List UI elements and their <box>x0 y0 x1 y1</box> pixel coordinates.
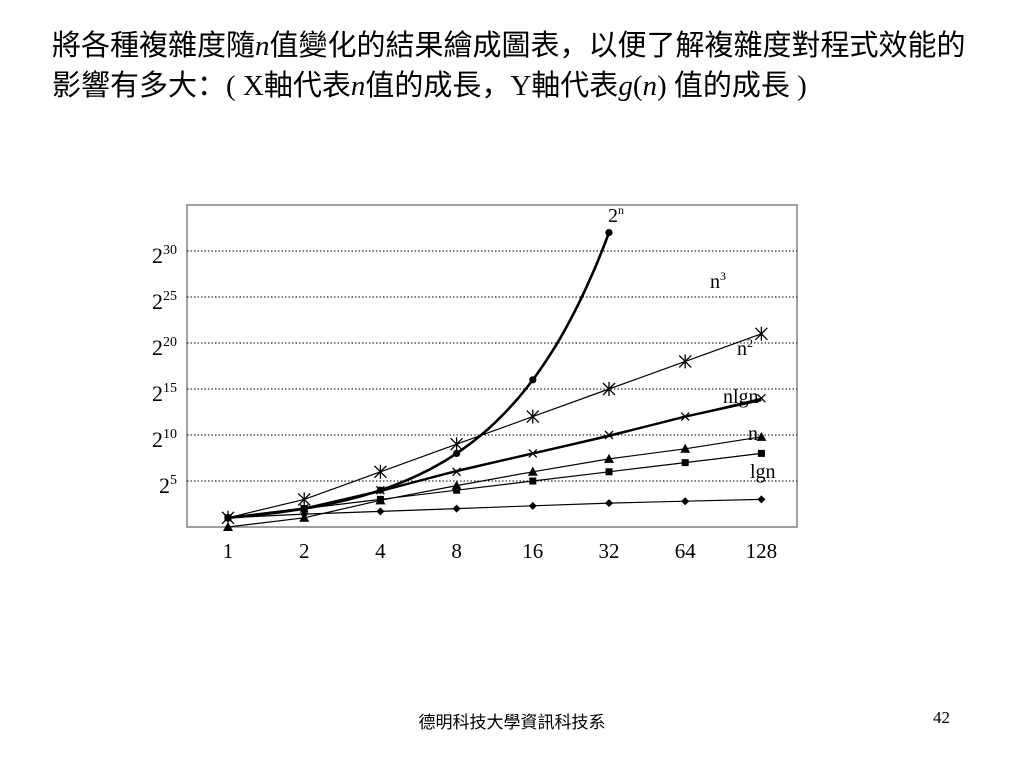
data-point <box>297 492 311 507</box>
data-point <box>300 505 308 513</box>
plot-area <box>186 204 798 528</box>
data-point <box>604 453 614 463</box>
footer-institution: 德明科技大學資訊科技系 <box>418 713 606 732</box>
series-label: n <box>748 423 758 445</box>
title-part: 值變化的結果繪成圖表，以便了解複雜度對程式效能的影響有多大：( X軸代表 <box>52 30 966 102</box>
data-point <box>526 409 540 424</box>
x-tick-label: 4 <box>375 539 386 563</box>
series-label: nlgn <box>723 386 759 408</box>
data-point <box>757 449 765 457</box>
y-tick-label: 230 <box>152 243 177 268</box>
data-point <box>453 449 461 457</box>
page-number: 42 <box>933 708 950 727</box>
series-label: n3 <box>710 269 726 293</box>
data-point <box>453 486 461 494</box>
y-tick-label: 215 <box>152 381 177 406</box>
title-part: 值的成長，Y軸代表 <box>365 70 619 102</box>
data-point <box>376 507 385 516</box>
data-point <box>605 499 613 508</box>
series-line <box>227 452 762 519</box>
data-point <box>450 437 464 452</box>
x-tick-label: 2 <box>299 539 310 563</box>
data-point <box>373 464 387 479</box>
data-point <box>529 477 537 485</box>
slide-title: 將各種複雜度隨n值變化的結果繪成圖表，以便了解複雜度對程式效能的影響有多大：( … <box>52 26 972 106</box>
series-line <box>227 333 762 519</box>
data-point <box>529 376 537 384</box>
x-tick-label: 128 <box>746 539 778 563</box>
y-tick-label: 225 <box>152 289 177 314</box>
data-point <box>300 510 309 519</box>
x-tick-label: 64 <box>675 539 697 563</box>
data-point <box>757 495 766 504</box>
data-point <box>681 497 690 506</box>
y-tick-label: 25 <box>159 473 177 498</box>
title-part: ) 值的成長 ) <box>656 70 807 102</box>
data-point <box>376 495 384 503</box>
title-part: n <box>255 30 270 62</box>
series-line <box>227 436 762 528</box>
series-label: 2n <box>608 203 624 227</box>
data-point <box>605 229 613 237</box>
x-tick-label: 16 <box>522 539 543 563</box>
data-point <box>680 443 691 453</box>
title-part: n <box>642 70 657 102</box>
data-point <box>754 326 768 341</box>
x-tick-label: 32 <box>599 539 620 563</box>
y-tick-label: 210 <box>152 427 177 452</box>
x-tick-label: 8 <box>451 539 462 563</box>
data-point <box>224 513 232 522</box>
title-part: ( <box>632 70 643 102</box>
data-point <box>681 459 689 467</box>
title-part: 將各種複雜度隨 <box>52 30 256 62</box>
data-point <box>602 382 616 396</box>
data-point <box>756 431 767 441</box>
x-tick-label: 1 <box>223 539 234 563</box>
title-part: n <box>350 70 366 102</box>
series-label: n2 <box>737 336 753 360</box>
y-tick-label: 220 <box>152 335 177 360</box>
data-point <box>528 501 537 510</box>
series-line <box>227 398 762 519</box>
data-point <box>678 354 692 369</box>
series-label: lgn <box>750 461 776 483</box>
data-point <box>223 522 233 531</box>
data-point <box>605 468 613 476</box>
data-point <box>452 504 461 513</box>
title-part: g <box>618 70 633 102</box>
series-line <box>227 498 762 519</box>
data-point <box>527 466 538 476</box>
